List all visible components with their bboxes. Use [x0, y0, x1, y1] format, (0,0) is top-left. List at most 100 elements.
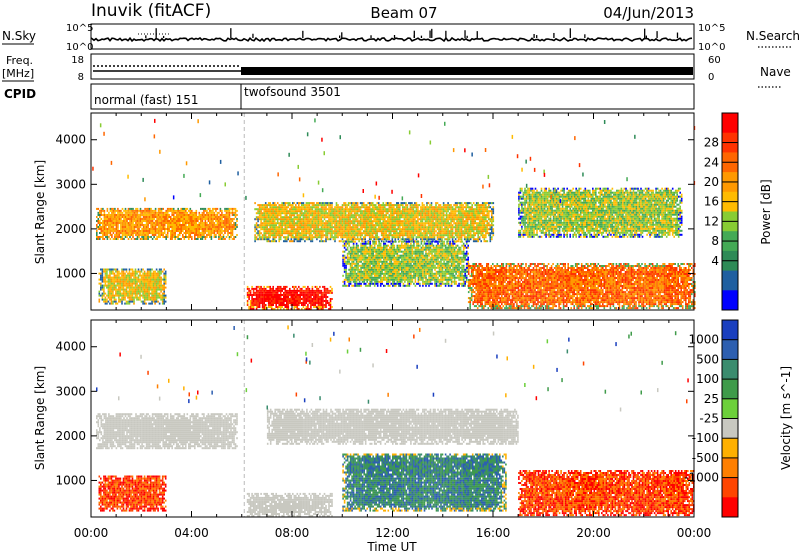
data-cell	[165, 228, 167, 230]
data-cell	[431, 208, 433, 210]
data-cell	[300, 294, 302, 296]
data-cell	[162, 279, 164, 281]
data-cell	[211, 238, 213, 240]
data-cell	[349, 212, 351, 214]
data-cell	[141, 236, 143, 238]
data-cell	[156, 238, 158, 240]
data-cell	[352, 202, 354, 204]
data-cell	[257, 234, 259, 236]
data-cell	[431, 224, 433, 226]
data-cell	[309, 228, 311, 230]
data-cell	[108, 220, 110, 222]
data-cell	[294, 232, 296, 234]
data-cell	[150, 277, 152, 279]
data-cell	[118, 289, 120, 291]
data-cell	[318, 214, 320, 216]
data-cell	[450, 218, 452, 220]
data-cell	[331, 202, 333, 204]
data-cell	[116, 220, 118, 222]
data-cell	[262, 218, 264, 220]
data-cell	[410, 234, 412, 236]
data-cell	[145, 289, 147, 291]
data-cell	[414, 214, 416, 216]
data-cell	[188, 216, 190, 218]
data-cell	[191, 224, 193, 226]
data-cell	[298, 240, 300, 242]
data-cell	[438, 220, 440, 222]
data-cell	[398, 232, 400, 234]
data-cell	[422, 228, 424, 230]
data-cell	[160, 279, 162, 281]
data-cell	[275, 294, 277, 296]
data-cell	[319, 220, 321, 222]
data-cell	[340, 214, 342, 216]
data-cell	[468, 208, 470, 210]
data-cell	[138, 281, 140, 283]
data-cell	[301, 238, 303, 240]
data-cell	[173, 228, 175, 230]
data-cell	[115, 301, 117, 303]
data-cell	[392, 208, 394, 210]
data-cell	[194, 214, 196, 216]
data-cell	[423, 234, 425, 236]
data-cell	[417, 230, 419, 232]
data-cell	[456, 202, 458, 204]
data-cell	[145, 275, 147, 277]
data-cell	[230, 226, 232, 228]
data-cell	[278, 224, 280, 226]
data-cell	[327, 292, 329, 294]
data-cell	[122, 208, 124, 210]
data-cell	[396, 206, 398, 208]
data-cell	[194, 230, 196, 232]
data-cell	[117, 279, 119, 281]
data-cell	[360, 214, 362, 216]
data-cell	[288, 224, 290, 226]
data-cell	[114, 269, 116, 271]
data-cell	[202, 212, 204, 214]
data-cell	[333, 230, 335, 232]
data-cell	[401, 204, 403, 206]
data-cell	[294, 208, 296, 210]
data-cell	[324, 228, 326, 230]
data-cell	[250, 300, 252, 302]
data-cell	[425, 222, 427, 224]
data-cell	[104, 222, 106, 224]
data-cell	[277, 288, 279, 290]
data-cell	[179, 222, 181, 224]
data-cell	[467, 218, 469, 220]
data-cell	[294, 216, 296, 218]
data-cell	[132, 271, 134, 273]
data-cell	[170, 238, 172, 240]
data-cell	[331, 216, 333, 218]
data-cell	[337, 226, 339, 228]
data-cell	[202, 236, 204, 238]
data-cell	[194, 222, 196, 224]
beam-title: Beam 07	[370, 4, 437, 22]
data-cell	[147, 299, 149, 301]
data-cell	[161, 228, 163, 230]
data-cell	[416, 222, 418, 224]
data-cell	[142, 295, 144, 297]
data-cell	[223, 220, 225, 222]
data-cell	[208, 214, 210, 216]
data-cell	[123, 295, 125, 297]
data-cell	[465, 224, 467, 226]
data-cell	[294, 286, 296, 288]
data-cell	[162, 297, 164, 299]
data-cell	[215, 228, 217, 230]
data-cell	[105, 299, 107, 301]
data-cell	[159, 285, 161, 287]
data-cell	[154, 297, 156, 299]
data-cell	[307, 212, 309, 214]
data-cell	[386, 238, 388, 240]
data-cell	[300, 228, 302, 230]
data-cell	[318, 294, 320, 296]
data-cell	[152, 228, 154, 230]
data-cell	[429, 234, 431, 236]
data-cell	[286, 210, 288, 212]
data-cell	[253, 302, 255, 304]
data-cell	[404, 234, 406, 236]
data-cell	[280, 204, 282, 206]
data-cell	[307, 222, 309, 224]
data-cell	[230, 222, 232, 224]
